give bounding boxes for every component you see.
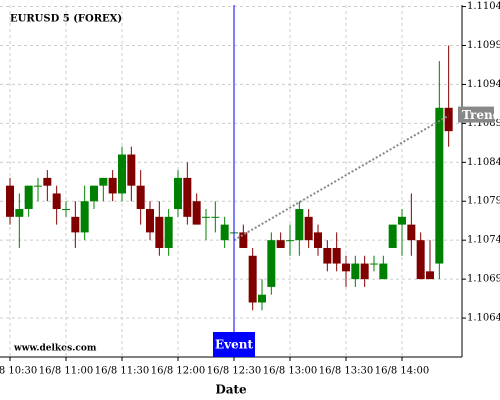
candle-body — [43, 177, 52, 186]
candle-body — [118, 154, 126, 194]
candle-body — [108, 177, 117, 194]
candle-body — [332, 247, 341, 264]
candle-body — [379, 263, 388, 280]
y-tick-label: 1.1064 — [467, 313, 500, 324]
candle-body — [146, 209, 154, 233]
candle-body — [24, 185, 33, 210]
candle-body — [360, 263, 369, 280]
y-tick-label: 1.1084 — [467, 157, 500, 168]
x-tick-label: 16/8 12:30 — [207, 366, 261, 377]
candle-body — [388, 224, 397, 248]
x-tick-label: 16/8 14:00 — [375, 366, 429, 377]
candle-body — [267, 240, 276, 287]
trend-label: Trend — [462, 108, 500, 122]
candle-body — [314, 232, 322, 248]
x-tick-label: 16/8 10:30 — [0, 366, 37, 377]
candle-body — [174, 177, 182, 210]
x-tick-label: 16/8 13:30 — [319, 366, 373, 377]
plot-area — [0, 5, 462, 357]
candle-body — [398, 216, 406, 225]
event-label-box — [213, 332, 255, 357]
candle-body — [164, 216, 173, 248]
candle-body — [34, 185, 42, 187]
candle-body — [426, 271, 434, 280]
y-tick-label: 1.1069 — [467, 274, 500, 285]
y-tick-label: 1.1089 — [467, 118, 500, 129]
x-tick-label: 16/8 11:30 — [95, 366, 149, 377]
candle-body — [220, 224, 229, 241]
candle-body — [258, 294, 266, 303]
x-axis-label: Date — [215, 383, 247, 397]
candle-body — [351, 263, 360, 280]
candle-body — [435, 107, 444, 264]
candle-body — [407, 224, 416, 241]
candle-body — [136, 185, 145, 210]
candle-body — [90, 185, 98, 202]
candle-body — [370, 263, 378, 265]
candle-body — [211, 216, 220, 218]
candle-body — [295, 209, 304, 241]
candle-body — [6, 185, 14, 217]
y-tick-label: 1.1104 — [467, 1, 500, 12]
y-tick-label: 1.1079 — [467, 196, 500, 207]
y-tick-label: 1.1099 — [467, 40, 500, 51]
x-tick-label: 16/8 11:00 — [39, 366, 93, 377]
candle-body — [192, 201, 201, 225]
candle-body — [416, 240, 425, 280]
candle-body — [202, 216, 210, 218]
candle-body — [323, 247, 332, 264]
candle-body — [248, 255, 257, 303]
candle-body — [127, 154, 136, 186]
candle-body — [276, 240, 285, 248]
candle-body — [239, 232, 248, 248]
candle-body — [52, 193, 61, 210]
watermark: www.delkos.com — [13, 344, 97, 354]
candle-body — [444, 107, 453, 132]
trend-label-box — [458, 106, 494, 123]
trend-line — [233, 114, 450, 242]
event-label: Event — [215, 338, 253, 352]
candle-body — [99, 177, 108, 186]
y-tick-label: 1.1074 — [467, 235, 500, 246]
y-tick-label: 1.1094 — [467, 79, 500, 90]
candle-body — [62, 209, 70, 211]
candle-body — [155, 216, 164, 248]
candle-body — [304, 216, 313, 241]
candle-body — [80, 201, 89, 233]
x-tick-label: 16/8 13:00 — [263, 366, 317, 377]
candle-body — [286, 240, 294, 242]
x-tick-label: 16/8 12:00 — [151, 366, 205, 377]
candle-body — [183, 177, 192, 217]
candle-body — [15, 209, 24, 217]
candle-body — [342, 263, 350, 272]
candle-body — [71, 216, 80, 233]
